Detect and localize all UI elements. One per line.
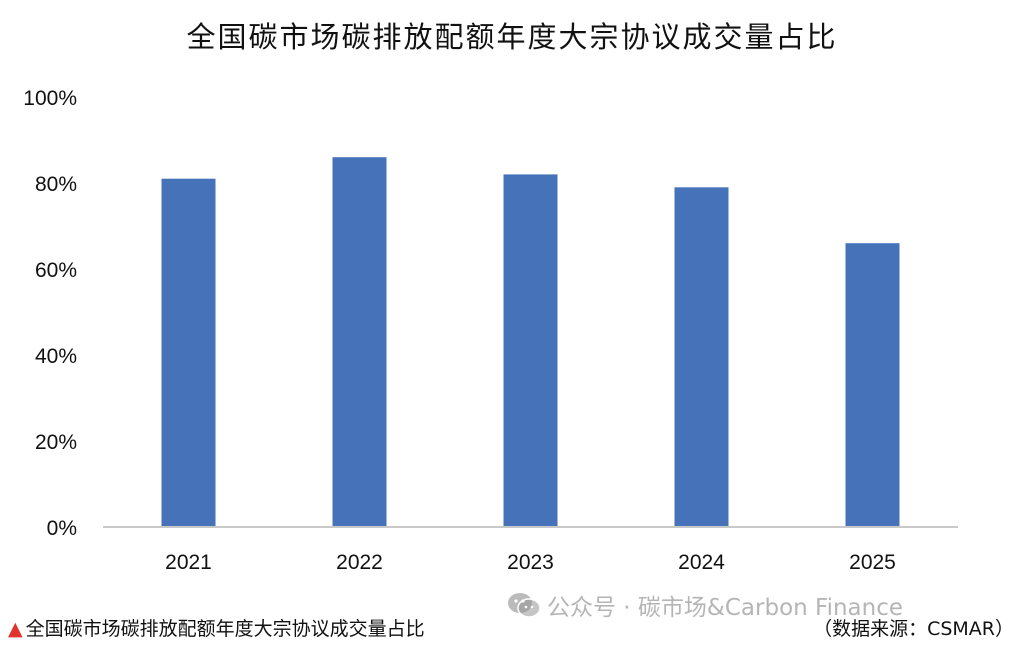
- y-tick-label: 60%: [35, 259, 77, 282]
- watermark-text: 公众号 · 碳市场&Carbon Finance: [547, 595, 904, 621]
- watermark: 公众号 · 碳市场&Carbon Finance: [507, 590, 904, 621]
- triangle-marker-icon: ▲: [8, 618, 23, 640]
- wechat-icon: [508, 593, 541, 618]
- x-tick-label: 2024: [678, 551, 725, 574]
- y-tick-label: 0%: [47, 517, 77, 540]
- bars: [161, 157, 900, 528]
- y-tick-label: 80%: [35, 173, 77, 196]
- bar-2024: [674, 187, 729, 528]
- y-tick-label: 20%: [35, 431, 77, 454]
- y-tick-label: 100%: [23, 87, 77, 110]
- bar-2021: [161, 178, 216, 527]
- chart-title: 全国碳市场碳排放配额年度大宗协议成交量占比: [186, 20, 838, 54]
- x-tick-label: 2022: [336, 551, 383, 574]
- x-axis-ticks: 2021 2022 2023 2024 2025: [165, 551, 896, 574]
- data-source: （数据来源：CSMAR）: [813, 618, 1014, 640]
- bar-2022: [332, 157, 387, 527]
- x-tick-label: 2023: [507, 551, 554, 574]
- y-tick-label: 40%: [35, 345, 77, 368]
- bar-2023: [503, 174, 558, 527]
- caption-text: 全国碳市场碳排放配额年度大宗协议成交量占比: [25, 618, 425, 640]
- x-tick-label: 2021: [165, 551, 212, 574]
- x-tick-label: 2025: [849, 551, 896, 574]
- figure-caption: ▲ 全国碳市场碳排放配额年度大宗协议成交量占比: [8, 614, 425, 641]
- bar-2025: [845, 243, 900, 527]
- y-axis-ticks: 0% 20% 40% 60% 80% 100%: [23, 87, 77, 540]
